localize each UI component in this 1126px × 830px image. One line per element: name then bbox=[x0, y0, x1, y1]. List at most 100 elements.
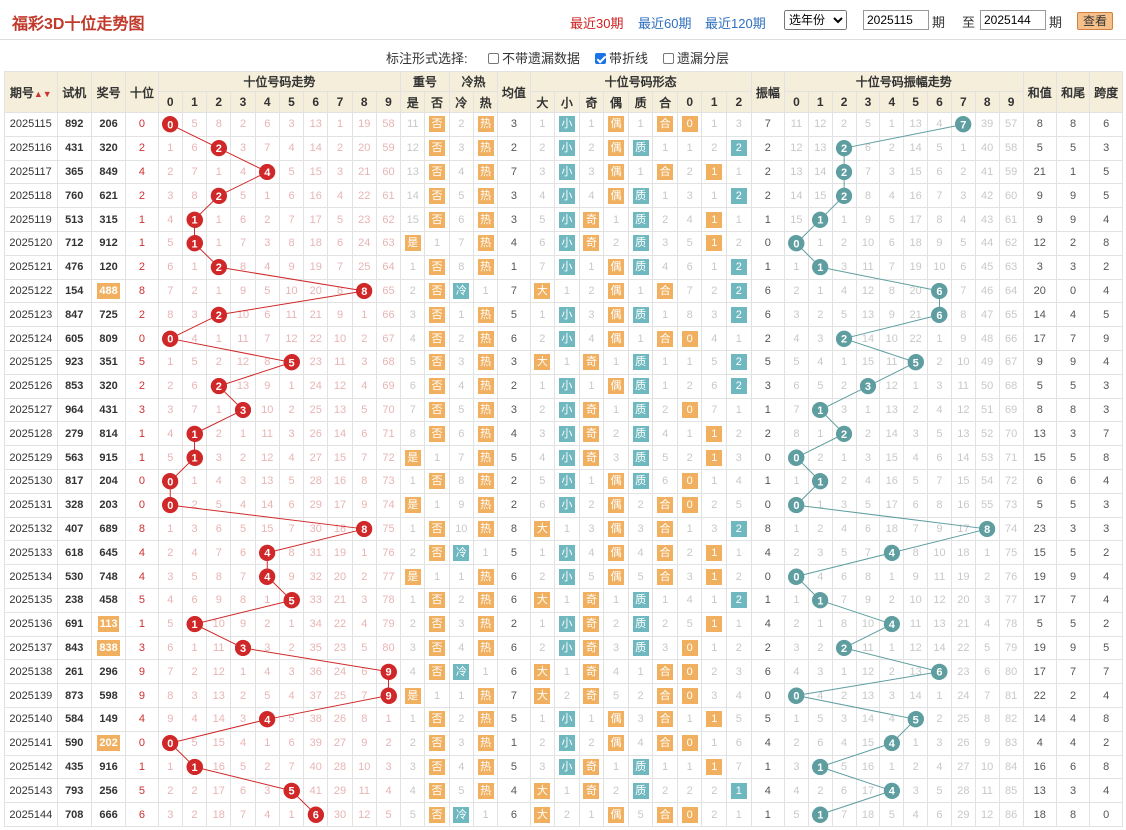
trend-miss: 11 bbox=[278, 302, 305, 328]
form-mark: 2 bbox=[730, 354, 747, 371]
prize-value: 488 bbox=[97, 282, 120, 299]
form-mark: 小 bbox=[558, 639, 575, 656]
trial-cell: 708 bbox=[56, 802, 92, 827]
amp-ball: 8 bbox=[979, 520, 996, 537]
period-cell: 2025131 bbox=[4, 492, 58, 518]
tens-cell: 2 bbox=[125, 373, 159, 399]
form-hit: 合 bbox=[652, 492, 678, 518]
form-miss: 2 bbox=[676, 445, 703, 470]
trend-miss: 13 bbox=[206, 683, 232, 708]
option-layered-checkbox[interactable] bbox=[663, 53, 674, 64]
trend-miss: 4 bbox=[181, 540, 208, 566]
option-with-line[interactable]: 带折线 bbox=[595, 48, 648, 67]
amp-miss: 15 bbox=[903, 159, 929, 185]
trend-miss: 71 bbox=[375, 421, 402, 447]
repeat-mark: 否 bbox=[429, 211, 446, 228]
trend-miss: 32 bbox=[303, 564, 329, 589]
avg-cell: 8 bbox=[497, 516, 531, 542]
amp-ball: 2 bbox=[836, 187, 853, 204]
amp-miss: 1 bbox=[807, 230, 833, 256]
trend-hit: 0 bbox=[157, 468, 183, 494]
form-hit: 1 bbox=[701, 207, 728, 232]
avg-cell: 2 bbox=[497, 468, 531, 494]
form-miss: 6 bbox=[701, 373, 728, 399]
sum-cell: 5 bbox=[1022, 135, 1057, 161]
avg-cell: 5 bbox=[497, 302, 531, 328]
form-hit: 大 bbox=[529, 683, 556, 708]
link-recent-60[interactable]: 最近60期 bbox=[638, 16, 692, 31]
trend-miss: 17 bbox=[303, 207, 329, 232]
table-row: 2025139 873 598 9 8 3 13 2 5 4 37 25 7 9 是 1 1 热 7 大 2 奇 5 2 合 0 3… bbox=[4, 683, 1123, 708]
coldhot-hit: 热 bbox=[472, 492, 499, 518]
form-miss: 1 bbox=[578, 112, 605, 137]
period-cell: 2025138 bbox=[4, 659, 58, 685]
coldhot-mark: 热 bbox=[477, 187, 494, 204]
link-recent-30[interactable]: 最近30期 bbox=[570, 16, 624, 31]
trend-miss: 7 bbox=[230, 802, 256, 827]
tail-cell: 7 bbox=[1055, 587, 1091, 613]
year-select[interactable]: 选年份 bbox=[784, 10, 847, 30]
option-with-line-checkbox[interactable] bbox=[595, 53, 606, 64]
form-miss: 1 bbox=[676, 754, 703, 780]
amp-miss: 40 bbox=[974, 135, 1000, 161]
amp-hit: 0 bbox=[784, 683, 809, 708]
period-start-input[interactable] bbox=[863, 10, 929, 30]
trend-miss: 79 bbox=[375, 611, 402, 637]
trend-miss: 7 bbox=[181, 159, 208, 185]
amp-hit: 2 bbox=[831, 135, 857, 161]
form-hit: 质 bbox=[627, 349, 654, 375]
option-no-omission-checkbox[interactable] bbox=[488, 53, 499, 64]
form-miss: 1 bbox=[603, 754, 629, 780]
trend-ball: 0 bbox=[162, 116, 179, 133]
query-button[interactable]: 查看 bbox=[1077, 12, 1113, 30]
amp-miss: 45 bbox=[974, 254, 1000, 280]
period-end-input[interactable] bbox=[980, 10, 1046, 30]
amp-cell: 1 bbox=[750, 468, 786, 494]
amp-miss: 1 bbox=[927, 683, 952, 708]
trend-miss: 13 bbox=[254, 468, 280, 494]
link-recent-120[interactable]: 最近120期 bbox=[705, 16, 766, 31]
repeat-hit: 否 bbox=[424, 278, 450, 304]
trend-miss: 28 bbox=[327, 754, 353, 780]
form-mark: 合 bbox=[657, 711, 674, 728]
trend-miss: 18 bbox=[303, 230, 329, 256]
tail-cell: 8 bbox=[1055, 112, 1091, 137]
trial-cell: 476 bbox=[56, 254, 92, 280]
trend-miss: 10 bbox=[206, 611, 232, 637]
amp-miss: 49 bbox=[974, 349, 1000, 375]
trend-hit: 4 bbox=[254, 564, 280, 589]
prize-cell: 488 bbox=[90, 278, 127, 304]
amp-miss: 11 bbox=[879, 349, 905, 375]
sum-cell: 13 bbox=[1022, 421, 1057, 447]
form-miss: 1 bbox=[701, 587, 728, 613]
form-mark: 质 bbox=[632, 758, 649, 775]
header-period[interactable]: 期号▲▼ bbox=[4, 71, 58, 113]
trend-miss: 9 bbox=[230, 278, 256, 304]
trend-miss: 4 bbox=[206, 468, 232, 494]
form-mark: 合 bbox=[657, 330, 674, 347]
form-miss: 6 bbox=[652, 468, 678, 494]
trend-ball: 6 bbox=[307, 806, 324, 823]
form-hit: 0 bbox=[676, 730, 703, 756]
form-miss: 4 bbox=[676, 207, 703, 232]
trend-miss: 21 bbox=[327, 587, 353, 613]
form-miss: 1 bbox=[701, 183, 728, 209]
form-mark: 偶 bbox=[608, 140, 625, 157]
form-miss: 2 bbox=[652, 611, 678, 637]
option-no-omission[interactable]: 不带遗漏数据 bbox=[488, 48, 580, 67]
form-hit: 质 bbox=[627, 207, 654, 232]
amp-cell: 0 bbox=[750, 445, 786, 470]
repeat-hit: 否 bbox=[424, 468, 450, 494]
tens-cell: 9 bbox=[125, 683, 159, 708]
sort-icon[interactable]: ▲▼ bbox=[33, 88, 52, 99]
amp-miss: 54 bbox=[974, 468, 1000, 494]
form-hit: 2 bbox=[726, 302, 752, 328]
trend-miss: 11 bbox=[254, 421, 280, 447]
amp-miss: 27 bbox=[950, 754, 976, 780]
trend-miss: 24 bbox=[303, 373, 329, 399]
tens-cell: 9 bbox=[125, 659, 159, 685]
form-mark: 奇 bbox=[583, 758, 600, 775]
amp-ball: 2 bbox=[836, 140, 853, 157]
amp-hit: 2 bbox=[831, 421, 857, 447]
option-layered[interactable]: 遗漏分层 bbox=[663, 48, 729, 67]
